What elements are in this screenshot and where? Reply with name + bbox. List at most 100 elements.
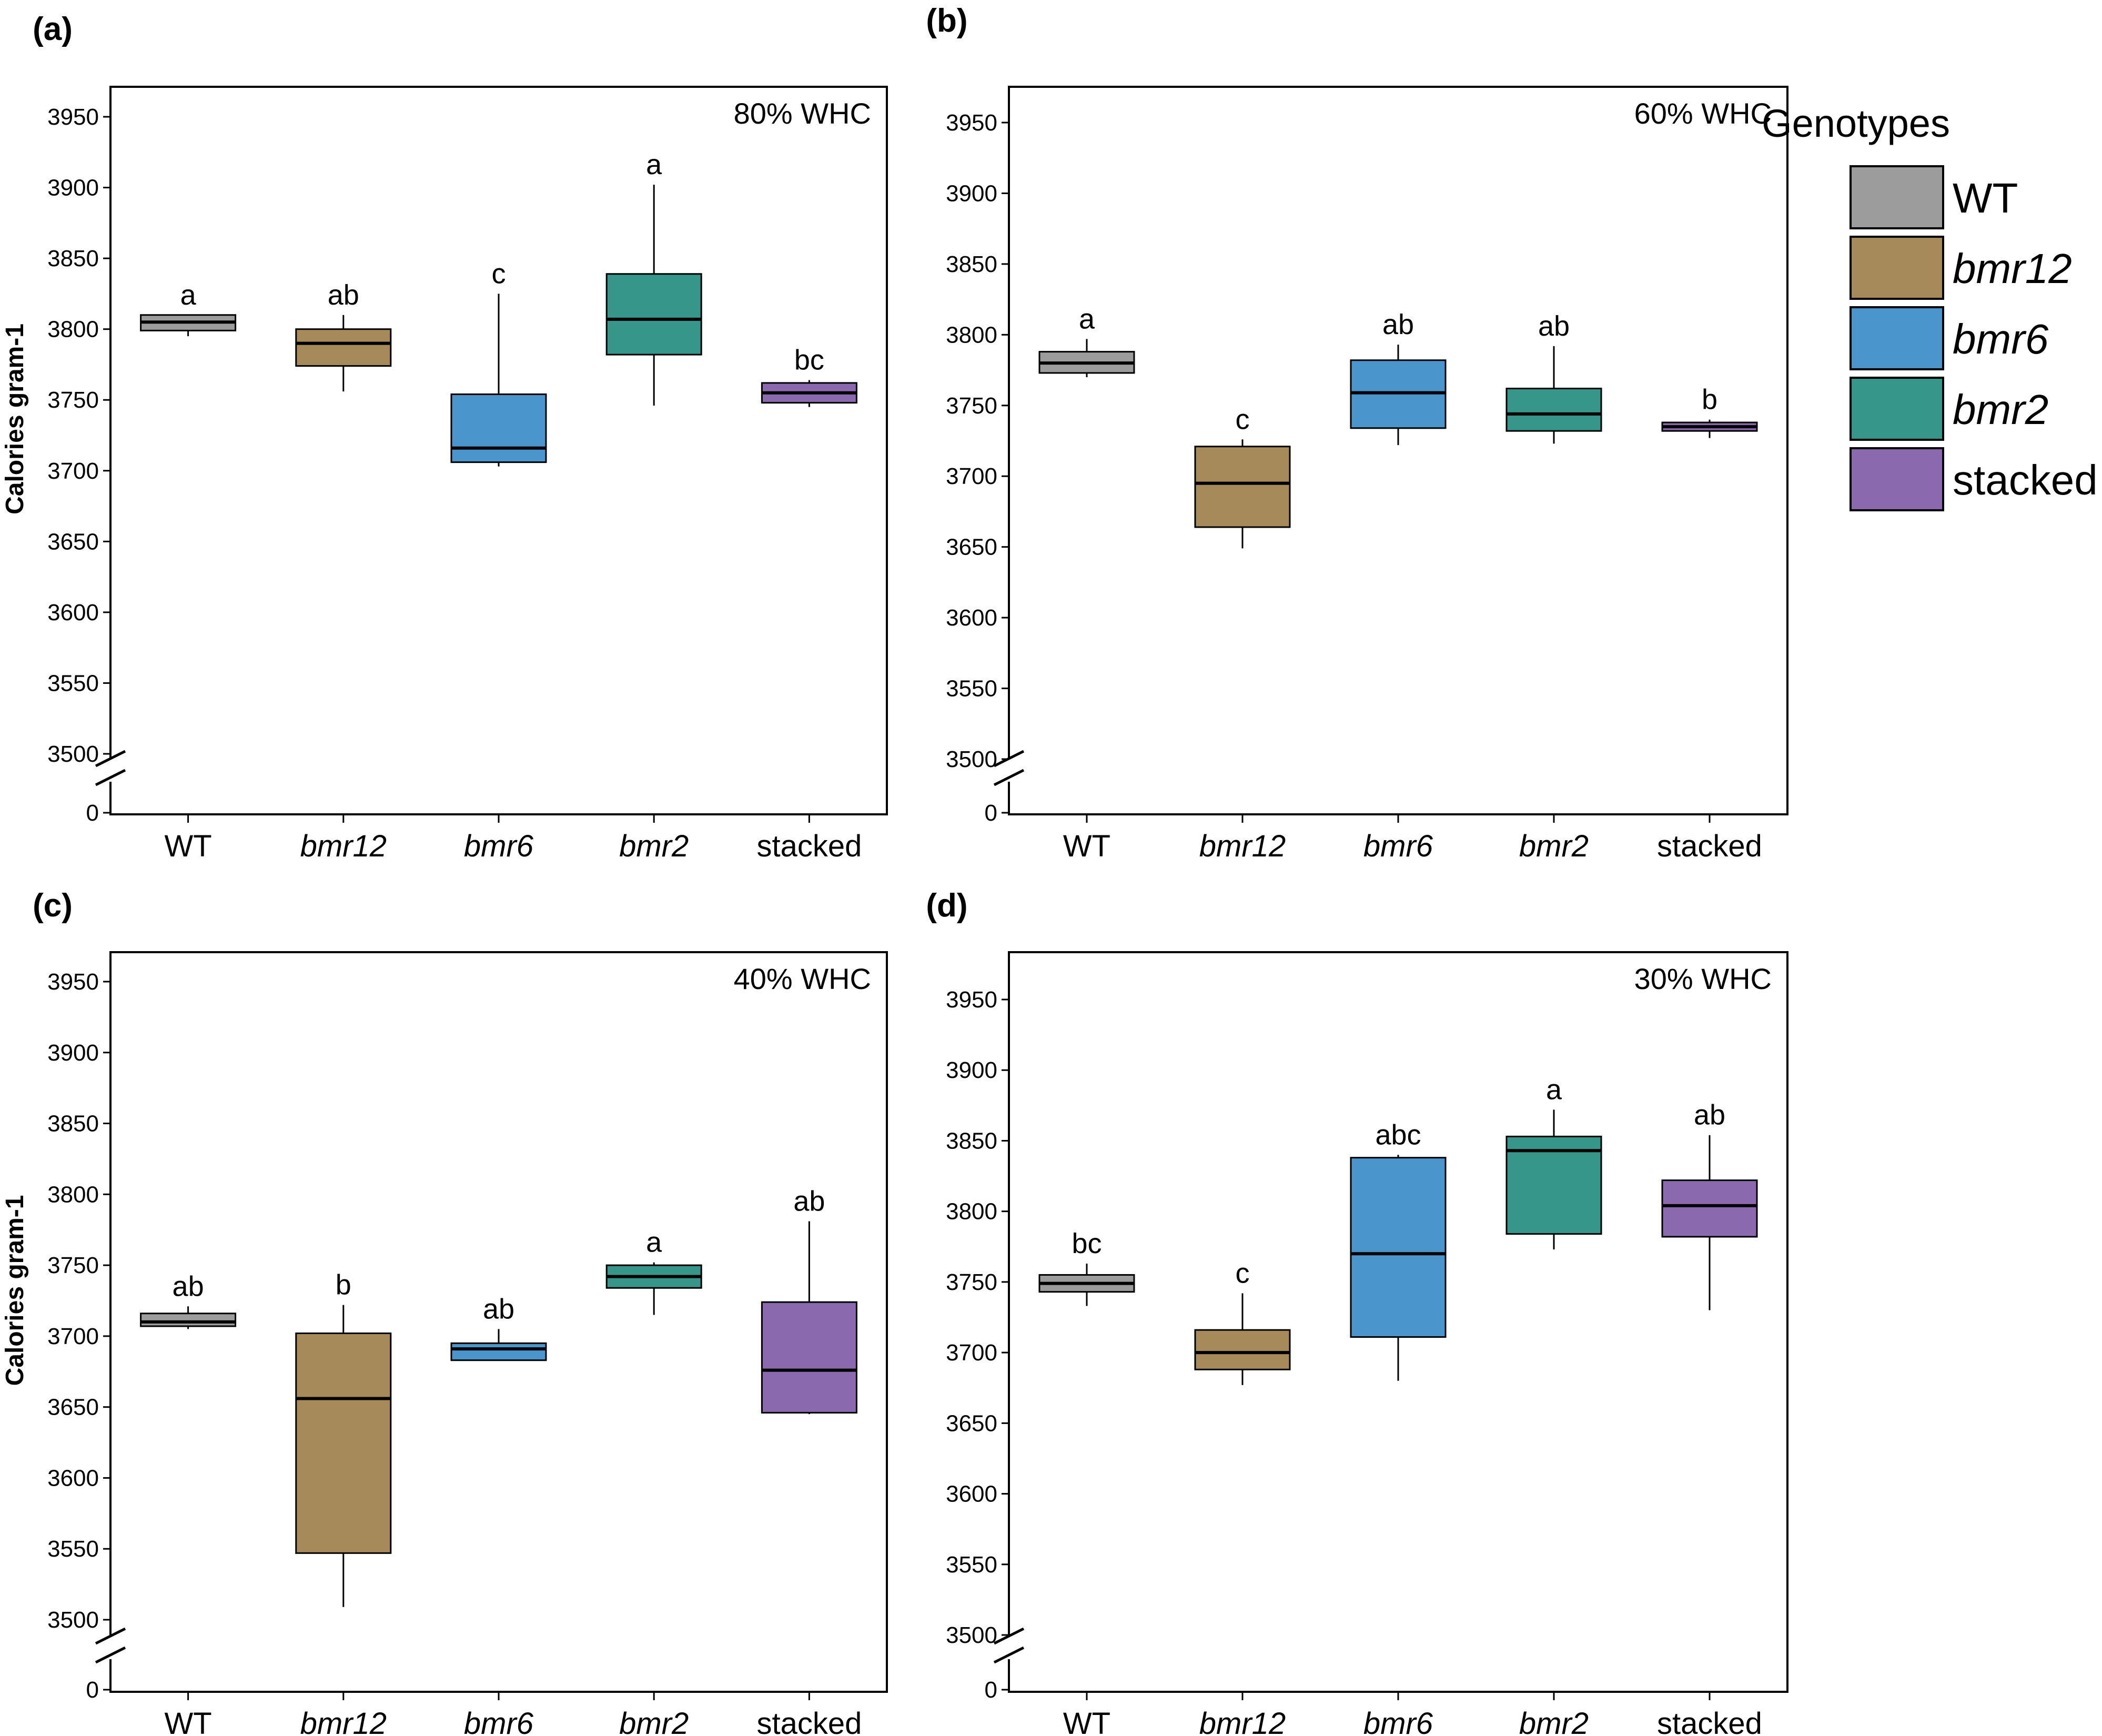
box-WT: ab — [140, 1270, 237, 1329]
legend-label: stacked — [1953, 457, 2098, 503]
ytick-label: 3900 — [47, 1040, 99, 1066]
ytick-label: 3950 — [47, 969, 99, 995]
ytick-label: 3600 — [47, 600, 99, 625]
iqr-box — [605, 273, 702, 356]
legend-label: bmr2 — [1953, 386, 2048, 433]
legend-item-bmr2: bmr2 — [1850, 377, 2048, 441]
xtick-label-WT: WT — [165, 1707, 212, 1736]
plot-frame — [1008, 951, 1788, 1693]
significance-letter: a — [646, 149, 662, 180]
condition-label: 60% WHC — [1634, 97, 1772, 130]
ytick-zero-label: 0 — [985, 1677, 997, 1703]
ytick-label: 3950 — [946, 987, 997, 1013]
significance-letter: a — [1546, 1074, 1562, 1105]
box-stacked: ab — [761, 1186, 857, 1415]
legend-items: WT bmr12 bmr6 bmr2 stacked — [1850, 165, 2098, 511]
ytick-label: 3800 — [946, 322, 997, 348]
xtick-label-stacked: stacked — [756, 1707, 862, 1736]
significance-letter: c — [492, 258, 506, 289]
significance-letter: a — [180, 279, 197, 311]
legend-item-bmr6: bmr6 — [1850, 306, 2049, 370]
plot-frame — [1008, 86, 1788, 815]
legend-item-WT: WT — [1850, 165, 2018, 229]
y-axis-label: Calories gram-1 — [1, 324, 29, 514]
xtick-label-bmr6: bmr6 — [464, 1707, 534, 1736]
significance-letter: b — [336, 1269, 351, 1301]
panel-d: (d) 3500 3550 3600 3650 3700 3750 3800 3850 3900 3… — [926, 887, 1788, 1736]
significance-letter: bc — [794, 345, 824, 376]
box-WT: a — [1038, 303, 1135, 377]
box-bmr12: b — [295, 1269, 392, 1607]
plot-frame — [109, 951, 888, 1693]
box-bmr2: a — [605, 149, 702, 406]
xtick-label-WT: WT — [165, 829, 212, 863]
ytick-label: 3550 — [47, 670, 99, 696]
xtick-label-stacked: stacked — [1657, 829, 1762, 863]
ytick-label: 3800 — [47, 317, 99, 342]
legend-swatch — [1850, 306, 1944, 370]
xtick-label-bmr12: bmr12 — [300, 1707, 387, 1736]
axis-break-mark — [993, 1646, 1025, 1664]
ytick-label: 3900 — [946, 1057, 997, 1083]
ytick-label: 3700 — [946, 463, 997, 489]
box-bmr12: c — [1194, 1257, 1291, 1385]
ytick-zero-label: 0 — [985, 800, 997, 826]
ytick-label: 3950 — [47, 104, 99, 130]
ytick-label: 3600 — [946, 605, 997, 631]
axis-break-mark — [993, 1627, 1025, 1645]
ytick-label: 3800 — [946, 1199, 997, 1225]
axis-break-mark — [95, 1646, 126, 1664]
ytick-label: 3500 — [946, 1622, 997, 1648]
xtick-label-bmr12: bmr12 — [1199, 829, 1286, 863]
ytick-label: 3700 — [946, 1340, 997, 1366]
panel-label: (c) — [33, 887, 73, 924]
ytick-label: 3800 — [47, 1182, 99, 1207]
panel-b: (b) 3500 3550 3600 3650 3700 3750 3800 3850 3900 3… — [926, 3, 1788, 863]
ytick-label: 3600 — [946, 1481, 997, 1507]
legend-label: bmr12 — [1953, 245, 2072, 292]
iqr-box — [761, 1301, 857, 1414]
condition-label: 30% WHC — [1634, 962, 1772, 995]
ytick-zero-label: 0 — [86, 800, 99, 826]
iqr-box — [140, 1313, 237, 1327]
significance-letter: ab — [1694, 1099, 1725, 1131]
legend-swatch — [1850, 165, 1944, 229]
ytick-label: 3550 — [47, 1536, 99, 1562]
iqr-box — [1194, 1329, 1291, 1370]
significance-letter: bc — [1072, 1228, 1101, 1259]
xtick-label-bmr2: bmr2 — [1519, 829, 1589, 863]
ytick-zero-label: 0 — [86, 1677, 99, 1703]
panel-c: (c) 3500 3550 3600 3650 3700 3750 3800 3850 3900 3… — [1, 887, 888, 1736]
ytick-label: 3550 — [946, 676, 997, 702]
significance-letter: abc — [1375, 1119, 1421, 1150]
ytick-label: 3650 — [946, 1410, 997, 1436]
significance-letter: ab — [1382, 309, 1414, 340]
box-bmr2: a — [1505, 1074, 1602, 1250]
iqr-box — [1194, 446, 1291, 528]
xtick-label-bmr2: bmr2 — [619, 829, 689, 863]
iqr-box — [1661, 1179, 1758, 1238]
panel-label: (b) — [926, 3, 967, 39]
box-bmr6: ab — [1350, 309, 1447, 446]
ytick-label: 3850 — [47, 246, 99, 271]
axis-break-mark — [993, 769, 1025, 786]
ytick-label: 3750 — [946, 1269, 997, 1295]
legend-swatch — [1850, 236, 1944, 300]
ytick-label: 3950 — [946, 110, 997, 136]
ytick-label: 3700 — [47, 1324, 99, 1349]
legend-swatch — [1850, 447, 1944, 511]
panel-a: (a) 3500 3550 3600 3650 3700 3750 3800 3850 3900 3… — [1, 11, 888, 863]
xtick-label-bmr6: bmr6 — [1363, 829, 1433, 863]
box-WT: a — [140, 279, 237, 337]
ytick-label: 3750 — [946, 393, 997, 419]
significance-letter: ab — [1538, 310, 1570, 342]
ytick-label: 3900 — [47, 175, 99, 201]
panel-label: (a) — [33, 11, 73, 47]
iqr-box — [1505, 388, 1602, 432]
iqr-box — [295, 1332, 392, 1554]
iqr-box — [450, 1342, 547, 1361]
box-bmr12: ab — [295, 279, 392, 392]
iqr-box — [1505, 1135, 1602, 1235]
significance-letter: c — [1236, 1257, 1250, 1289]
